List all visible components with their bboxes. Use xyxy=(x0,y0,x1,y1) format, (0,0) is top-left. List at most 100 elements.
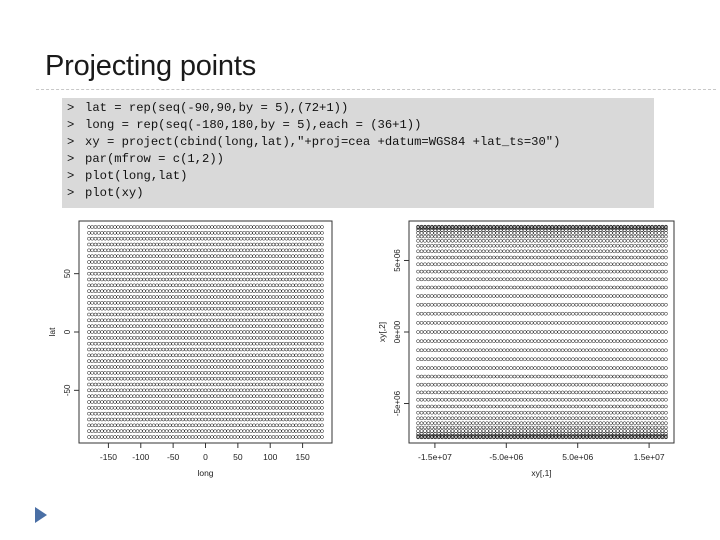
point-row xyxy=(87,382,324,387)
point-row xyxy=(87,283,324,288)
point-row xyxy=(416,429,668,433)
point-row xyxy=(416,425,668,430)
x-tick-label: -50 xyxy=(167,452,180,462)
point-row xyxy=(87,277,324,282)
code-prompt: > xyxy=(67,118,75,132)
y-tick-label: -50 xyxy=(63,384,72,396)
point-row xyxy=(87,417,324,422)
point-row xyxy=(416,231,668,235)
point-row xyxy=(87,236,324,241)
point-row xyxy=(416,311,668,316)
point-row xyxy=(416,269,668,274)
code-prompt: > xyxy=(67,186,75,200)
point-row xyxy=(87,231,324,235)
point-row xyxy=(87,406,324,410)
code-line: > xy = project(cbind(long,lat),"+proj=ce… xyxy=(62,135,560,151)
plot-frame xyxy=(78,220,333,444)
plot-frame xyxy=(408,220,675,444)
point-row xyxy=(416,239,668,243)
point-row xyxy=(87,312,324,317)
code-prompt: > xyxy=(67,135,75,149)
x-axis-label: long xyxy=(197,468,213,478)
slide-nav-arrow-icon[interactable] xyxy=(34,506,48,524)
x-axis-label: xy[,1] xyxy=(531,468,551,478)
code-line: > long = rep(seq(-180,180,by = 5),each =… xyxy=(62,118,421,134)
point-row xyxy=(87,347,324,352)
y-tick-label: 5e+06 xyxy=(393,249,402,272)
point-row xyxy=(416,435,668,439)
point-row xyxy=(87,371,324,375)
code-prompt: > xyxy=(67,101,75,115)
point-row xyxy=(416,404,668,409)
point-row xyxy=(416,294,668,298)
code-text: long = rep(seq(-180,180,by = 5),each = (… xyxy=(85,118,422,132)
point-row xyxy=(87,295,324,299)
code-line: > lat = rep(seq(-90,90,by = 5),(72+1)) xyxy=(62,101,348,117)
point-row xyxy=(416,390,668,395)
point-row xyxy=(416,416,668,421)
point-row xyxy=(87,341,324,346)
point-row xyxy=(416,410,668,415)
code-line: > par(mfrow = c(1,2)) xyxy=(62,152,224,168)
point-row xyxy=(87,353,324,358)
point-row xyxy=(87,254,324,258)
point-row xyxy=(87,400,324,404)
point-row xyxy=(416,382,668,387)
point-row xyxy=(416,374,668,379)
x-tick-label: -5.0e+06 xyxy=(489,452,523,462)
point-row xyxy=(416,224,668,229)
code-text: plot(long,lat) xyxy=(85,169,188,183)
point-row xyxy=(416,397,668,402)
code-text: plot(xy) xyxy=(85,186,144,200)
point-row xyxy=(416,277,668,282)
code-text: lat = rep(seq(-90,90,by = 5),(72+1)) xyxy=(85,101,349,115)
point-row xyxy=(87,365,324,369)
point-row xyxy=(416,330,668,334)
point-row xyxy=(87,242,324,247)
y-axis-label: lat xyxy=(47,327,57,337)
point-row xyxy=(416,434,668,438)
point-row xyxy=(416,226,668,230)
y-tick-label: 50 xyxy=(63,269,72,278)
point-row xyxy=(416,255,668,260)
point-row xyxy=(416,366,668,370)
code-line: > plot(xy) xyxy=(62,186,144,202)
point-row xyxy=(87,248,324,253)
x-tick-label: 50 xyxy=(233,452,243,462)
point-row xyxy=(416,234,668,239)
point-row xyxy=(87,271,324,276)
x-tick-label: -1.5e+07 xyxy=(418,452,452,462)
point-row xyxy=(87,330,324,334)
y-tick-label: -5e+06 xyxy=(393,390,402,416)
code-block: > lat = rep(seq(-90,90,by = 5),(72+1)) >… xyxy=(62,98,654,208)
point-row xyxy=(87,359,324,363)
point-row xyxy=(87,260,324,264)
code-line: > plot(long,lat) xyxy=(62,169,187,185)
code-text: par(mfrow = c(1,2)) xyxy=(85,152,224,166)
point-row xyxy=(416,421,668,425)
x-tick-label: -100 xyxy=(132,452,149,462)
point-row xyxy=(87,318,324,323)
code-prompt: > xyxy=(67,169,75,183)
x-tick-label: 150 xyxy=(295,452,309,462)
point-row xyxy=(87,289,324,293)
point-row xyxy=(416,348,668,353)
y-axis-label: xy[,2] xyxy=(377,322,387,342)
point-row xyxy=(87,376,324,381)
point-row xyxy=(87,411,324,416)
point-row xyxy=(87,429,324,433)
point-row xyxy=(416,228,668,232)
point-row xyxy=(87,388,324,393)
point-row xyxy=(416,262,668,267)
point-row xyxy=(87,435,324,439)
point-row xyxy=(416,432,668,436)
point-row xyxy=(416,243,668,248)
code-prompt: > xyxy=(67,152,75,166)
point-row xyxy=(87,336,324,340)
point-row xyxy=(87,301,324,305)
point-row xyxy=(416,285,668,290)
point-row xyxy=(87,394,324,398)
x-tick-label: 5.0e+06 xyxy=(562,452,593,462)
x-tick-label: -150 xyxy=(100,452,117,462)
point-row xyxy=(416,249,668,254)
